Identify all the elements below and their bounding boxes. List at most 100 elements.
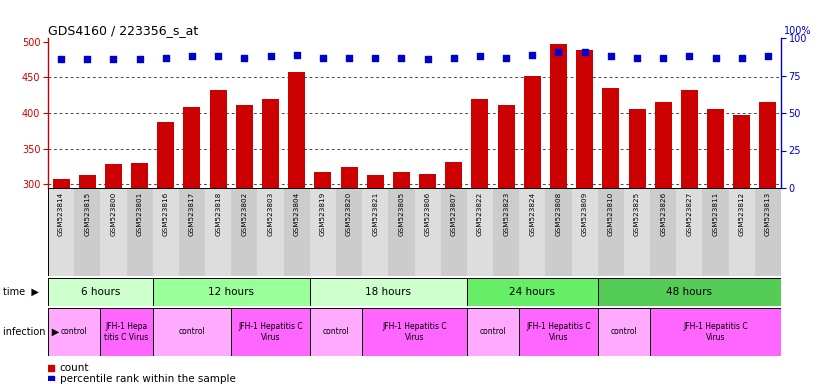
Bar bbox=[179, 188, 205, 276]
Point bbox=[185, 53, 198, 59]
Bar bbox=[393, 172, 410, 188]
Text: control: control bbox=[61, 328, 88, 336]
Bar bbox=[729, 188, 755, 276]
Bar bbox=[650, 308, 781, 356]
Bar bbox=[388, 188, 415, 276]
Text: GSM523822: GSM523822 bbox=[477, 192, 483, 236]
Text: control: control bbox=[178, 328, 206, 336]
Text: GSM523802: GSM523802 bbox=[241, 192, 247, 236]
Point bbox=[368, 55, 382, 61]
Text: JFH-1 Hepatitis C
Virus: JFH-1 Hepatitis C Virus bbox=[238, 322, 303, 342]
Text: control: control bbox=[480, 328, 506, 336]
Bar bbox=[602, 88, 620, 188]
Point bbox=[316, 55, 330, 61]
Point bbox=[290, 51, 303, 58]
Text: GSM523817: GSM523817 bbox=[189, 192, 195, 236]
Point bbox=[343, 55, 356, 61]
Bar bbox=[419, 174, 436, 188]
Bar bbox=[183, 107, 201, 188]
Text: GSM523809: GSM523809 bbox=[582, 192, 587, 236]
Point bbox=[159, 55, 173, 61]
Text: GSM523818: GSM523818 bbox=[215, 192, 221, 236]
Bar bbox=[262, 99, 279, 188]
Text: GSM523813: GSM523813 bbox=[765, 192, 771, 236]
Bar bbox=[362, 188, 388, 276]
Bar bbox=[74, 188, 100, 276]
Bar bbox=[340, 167, 358, 188]
Bar bbox=[415, 188, 441, 276]
Text: GSM523801: GSM523801 bbox=[136, 192, 143, 236]
Bar bbox=[288, 71, 305, 188]
Bar bbox=[493, 188, 520, 276]
Bar bbox=[755, 188, 781, 276]
Text: count: count bbox=[59, 363, 89, 373]
Text: JFH-1 Hepatitis C
Virus: JFH-1 Hepatitis C Virus bbox=[683, 322, 748, 342]
Bar bbox=[650, 188, 676, 276]
Bar bbox=[310, 308, 362, 356]
Point bbox=[473, 53, 487, 59]
Text: GSM523812: GSM523812 bbox=[738, 192, 745, 236]
Bar bbox=[520, 188, 545, 276]
Text: GSM523820: GSM523820 bbox=[346, 192, 352, 236]
Bar bbox=[362, 308, 467, 356]
Point bbox=[762, 53, 775, 59]
Bar bbox=[310, 188, 336, 276]
Text: 100%: 100% bbox=[784, 26, 811, 36]
Bar bbox=[598, 308, 650, 356]
Bar bbox=[100, 188, 126, 276]
Point bbox=[395, 55, 408, 61]
Point bbox=[735, 55, 748, 61]
Text: GSM523824: GSM523824 bbox=[529, 192, 535, 236]
Text: GSM523800: GSM523800 bbox=[111, 192, 116, 236]
Text: GSM523826: GSM523826 bbox=[660, 192, 667, 236]
Text: GSM523804: GSM523804 bbox=[294, 192, 300, 236]
Point bbox=[525, 51, 539, 58]
Text: control: control bbox=[610, 328, 638, 336]
Text: control: control bbox=[323, 328, 349, 336]
Bar bbox=[157, 122, 174, 188]
Bar bbox=[472, 99, 488, 188]
Bar bbox=[126, 188, 153, 276]
Point bbox=[133, 56, 146, 62]
Point bbox=[552, 48, 565, 55]
Bar bbox=[153, 278, 310, 306]
Text: percentile rank within the sample: percentile rank within the sample bbox=[59, 374, 235, 384]
Text: GSM523808: GSM523808 bbox=[555, 192, 562, 236]
Bar bbox=[497, 105, 515, 188]
Point bbox=[211, 53, 225, 59]
Text: GSM523815: GSM523815 bbox=[84, 192, 90, 236]
Bar bbox=[441, 188, 467, 276]
Bar bbox=[572, 188, 598, 276]
Bar bbox=[707, 109, 724, 188]
Bar bbox=[598, 188, 624, 276]
Bar bbox=[131, 163, 148, 188]
Bar bbox=[336, 188, 362, 276]
Text: GDS4160 / 223356_s_at: GDS4160 / 223356_s_at bbox=[48, 24, 198, 37]
Bar bbox=[676, 188, 702, 276]
Bar bbox=[624, 188, 650, 276]
Bar bbox=[100, 308, 153, 356]
Text: 24 hours: 24 hours bbox=[510, 287, 555, 297]
Bar bbox=[467, 188, 493, 276]
Bar bbox=[655, 102, 672, 188]
Bar bbox=[205, 188, 231, 276]
Text: GSM523810: GSM523810 bbox=[608, 192, 614, 236]
Text: GSM523811: GSM523811 bbox=[713, 192, 719, 236]
Bar bbox=[629, 109, 646, 188]
Point bbox=[657, 55, 670, 61]
Text: 12 hours: 12 hours bbox=[208, 287, 254, 297]
Bar bbox=[467, 308, 520, 356]
Point bbox=[683, 53, 696, 59]
Bar bbox=[545, 188, 572, 276]
Bar bbox=[367, 175, 384, 188]
Text: GSM523821: GSM523821 bbox=[373, 192, 378, 236]
Bar bbox=[78, 175, 96, 188]
Point bbox=[238, 55, 251, 61]
Bar bbox=[231, 308, 310, 356]
Text: 6 hours: 6 hours bbox=[81, 287, 120, 297]
Text: GSM523823: GSM523823 bbox=[503, 192, 509, 236]
Bar bbox=[153, 308, 231, 356]
Text: GSM523819: GSM523819 bbox=[320, 192, 326, 236]
Point bbox=[630, 55, 643, 61]
Bar bbox=[236, 105, 253, 188]
